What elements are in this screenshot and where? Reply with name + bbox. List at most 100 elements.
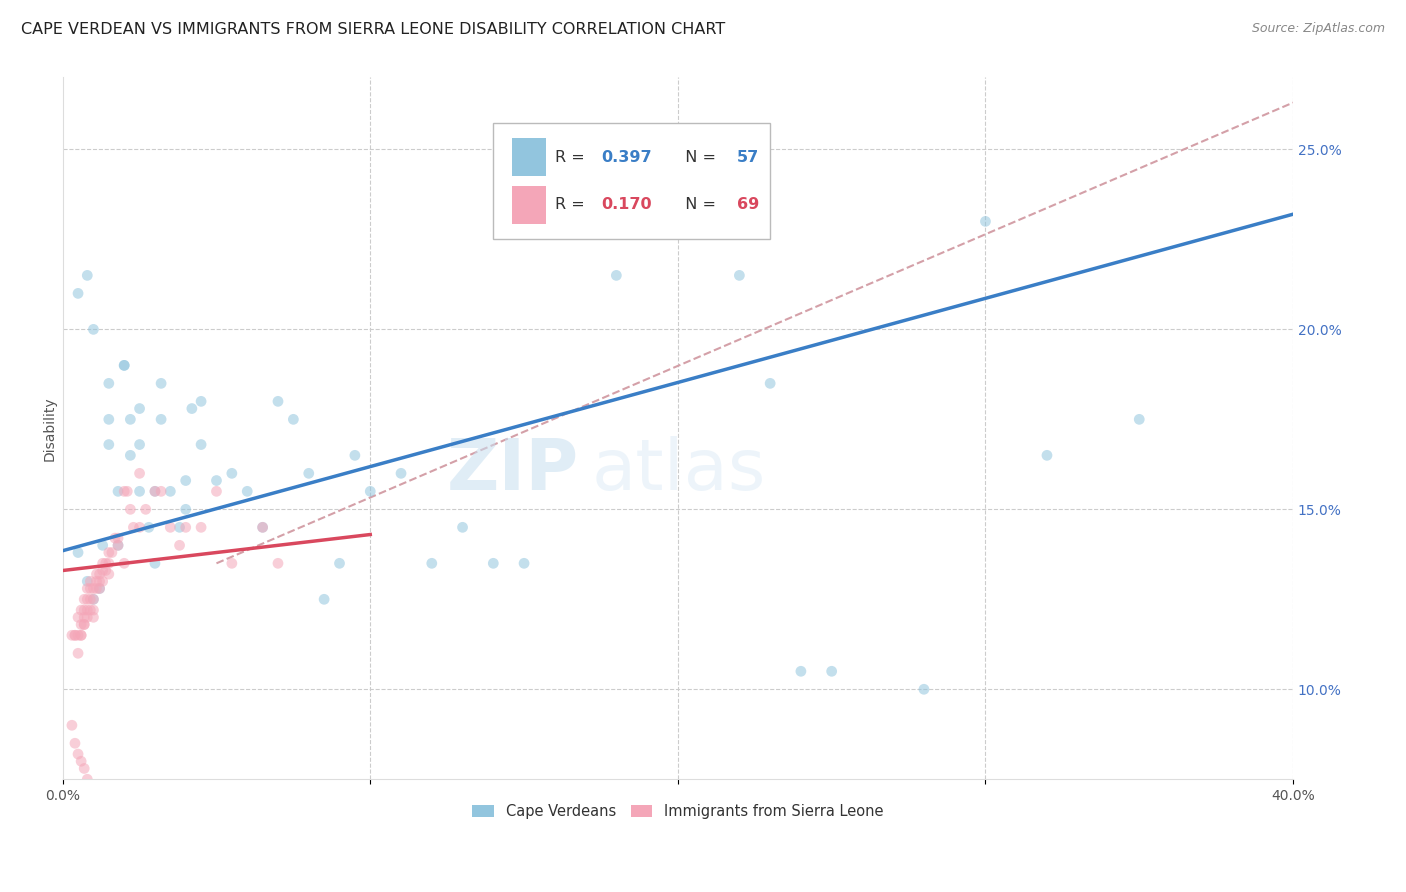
Point	[97, 545, 120, 559]
Point	[107, 538, 129, 552]
Point	[76, 574, 98, 589]
Point	[205, 474, 228, 488]
Point	[73, 762, 96, 776]
Point	[107, 538, 129, 552]
Point	[76, 603, 98, 617]
Point	[97, 557, 120, 571]
Point	[120, 448, 142, 462]
Point	[60, 628, 83, 642]
Point	[283, 412, 305, 426]
Point	[605, 268, 627, 283]
Text: R =: R =	[555, 197, 589, 212]
Point	[180, 401, 202, 416]
Point	[70, 628, 93, 642]
Point	[252, 520, 274, 534]
Point	[150, 484, 173, 499]
Point	[420, 557, 443, 571]
Point	[67, 628, 90, 642]
Point	[328, 557, 350, 571]
Text: 69: 69	[737, 197, 759, 212]
Point	[143, 557, 166, 571]
Point	[82, 322, 104, 336]
Point	[174, 474, 197, 488]
Point	[91, 574, 114, 589]
Point	[63, 628, 86, 642]
Point	[314, 592, 336, 607]
Point	[190, 394, 212, 409]
Text: 0.170: 0.170	[602, 197, 652, 212]
Text: R =: R =	[555, 150, 589, 164]
Point	[104, 531, 127, 545]
Point	[343, 448, 366, 462]
Point	[359, 484, 381, 499]
Point	[91, 538, 114, 552]
Point	[73, 592, 96, 607]
Point	[70, 754, 93, 768]
Point	[159, 520, 181, 534]
Point	[143, 484, 166, 499]
Point	[82, 610, 104, 624]
Point	[63, 736, 86, 750]
Point	[67, 610, 90, 624]
Point	[97, 376, 120, 391]
Point	[790, 665, 813, 679]
Point	[120, 502, 142, 516]
Point	[252, 520, 274, 534]
Text: ZIP: ZIP	[447, 436, 579, 505]
Point	[122, 520, 145, 534]
Point	[174, 502, 197, 516]
Point	[70, 617, 93, 632]
Point	[298, 467, 321, 481]
Point	[67, 545, 90, 559]
Point	[82, 592, 104, 607]
Point	[128, 484, 150, 499]
Point	[143, 484, 166, 499]
Point	[86, 567, 108, 582]
Point	[169, 538, 191, 552]
Point	[67, 747, 90, 761]
Point	[76, 772, 98, 787]
Point	[513, 557, 536, 571]
Point	[89, 582, 111, 596]
Point	[636, 196, 658, 211]
Point	[174, 520, 197, 534]
Point	[112, 359, 135, 373]
Point	[60, 718, 83, 732]
Point	[221, 557, 243, 571]
Point	[107, 531, 129, 545]
Text: atlas: atlas	[592, 436, 766, 505]
Point	[86, 574, 108, 589]
Point	[128, 520, 150, 534]
Point	[70, 628, 93, 642]
Point	[79, 592, 101, 607]
Point	[117, 484, 139, 499]
Point	[128, 401, 150, 416]
Point	[89, 567, 111, 582]
Point	[205, 484, 228, 499]
Point	[728, 268, 751, 283]
Point	[79, 582, 101, 596]
Point	[73, 610, 96, 624]
Point	[76, 610, 98, 624]
Point	[89, 582, 111, 596]
Point	[1128, 412, 1150, 426]
Point	[67, 286, 90, 301]
Point	[86, 582, 108, 596]
Point	[91, 564, 114, 578]
Point	[267, 557, 290, 571]
Point	[974, 214, 997, 228]
Text: N =: N =	[675, 150, 721, 164]
Point	[112, 557, 135, 571]
Point	[759, 376, 782, 391]
Point	[912, 682, 935, 697]
Point	[94, 564, 117, 578]
Point	[70, 603, 93, 617]
Point	[821, 665, 844, 679]
Point	[128, 437, 150, 451]
Text: N =: N =	[675, 197, 721, 212]
Point	[159, 484, 181, 499]
Point	[82, 582, 104, 596]
Point	[120, 412, 142, 426]
Point	[128, 467, 150, 481]
Point	[135, 502, 157, 516]
